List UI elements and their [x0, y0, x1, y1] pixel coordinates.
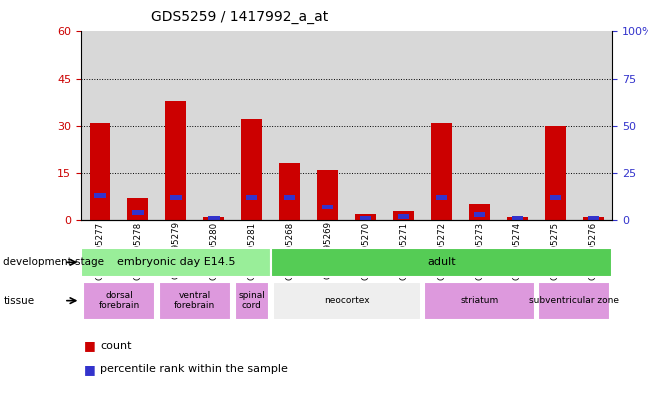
Bar	[170, 195, 181, 200]
Bar	[322, 204, 333, 209]
Bar	[424, 282, 535, 320]
Text: ■: ■	[84, 339, 96, 353]
Bar	[574, 31, 612, 220]
Text: striatum: striatum	[460, 296, 499, 305]
Bar	[469, 204, 490, 220]
Bar	[81, 248, 271, 277]
Bar	[81, 31, 119, 220]
Bar	[545, 126, 566, 220]
Bar	[284, 195, 295, 200]
Bar	[583, 217, 604, 220]
Bar	[83, 282, 155, 320]
Bar	[271, 248, 612, 277]
Text: percentile rank within the sample: percentile rank within the sample	[100, 364, 288, 375]
Bar	[208, 216, 220, 220]
Bar	[588, 216, 599, 220]
Text: neocortex: neocortex	[324, 296, 369, 305]
Text: tissue: tissue	[3, 296, 34, 306]
Text: count: count	[100, 341, 132, 351]
Bar	[550, 195, 561, 200]
Bar	[241, 119, 262, 220]
Bar	[308, 31, 347, 220]
Bar	[279, 163, 300, 220]
Text: subventricular zone: subventricular zone	[529, 296, 619, 305]
Bar	[393, 211, 414, 220]
Bar	[398, 214, 410, 219]
Bar	[246, 195, 257, 200]
Bar	[128, 198, 148, 220]
Bar	[355, 214, 376, 220]
Bar	[498, 31, 537, 220]
Bar	[271, 31, 308, 220]
Bar	[235, 282, 269, 320]
Bar	[119, 31, 157, 220]
Text: spinal
cord: spinal cord	[238, 291, 265, 310]
Bar	[431, 123, 452, 220]
Bar	[318, 170, 338, 220]
Bar	[233, 31, 271, 220]
Bar	[474, 212, 485, 217]
Bar	[512, 216, 523, 220]
Bar	[157, 31, 195, 220]
Bar	[422, 31, 461, 220]
Bar	[165, 101, 187, 220]
Bar	[436, 195, 447, 200]
Bar	[203, 217, 224, 220]
Bar	[507, 217, 528, 220]
Bar	[360, 216, 371, 220]
Bar	[385, 31, 422, 220]
Text: ■: ■	[84, 363, 96, 376]
Text: dorsal
forebrain: dorsal forebrain	[98, 291, 139, 310]
Bar	[95, 193, 106, 198]
Text: GDS5259 / 1417992_a_at: GDS5259 / 1417992_a_at	[151, 10, 329, 24]
Text: ventral
forebrain: ventral forebrain	[174, 291, 216, 310]
Bar	[461, 31, 498, 220]
Bar	[347, 31, 385, 220]
Bar	[159, 282, 231, 320]
Bar	[195, 31, 233, 220]
Text: development stage: development stage	[3, 257, 104, 267]
Bar	[537, 31, 574, 220]
Bar	[89, 123, 110, 220]
Bar	[132, 210, 144, 215]
Bar	[538, 282, 610, 320]
Bar	[273, 282, 421, 320]
Text: adult: adult	[427, 257, 456, 267]
Text: embryonic day E14.5: embryonic day E14.5	[117, 257, 235, 267]
